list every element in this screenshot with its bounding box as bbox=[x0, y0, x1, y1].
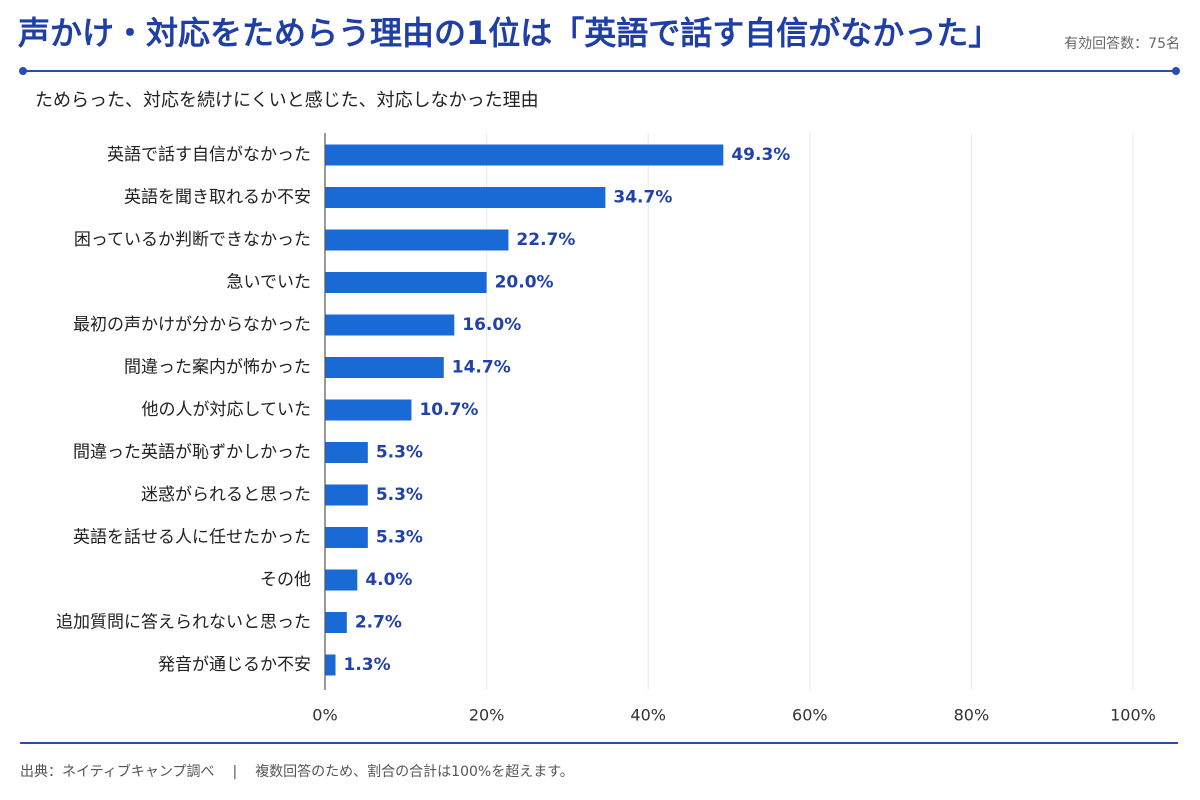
value-label: 49.3% bbox=[731, 145, 790, 165]
bar bbox=[325, 357, 444, 378]
category-label: 困っているか判断できなかった bbox=[74, 230, 311, 250]
category-label: 最初の声かけが分からなかった bbox=[73, 315, 311, 335]
x-tick-label: 0% bbox=[312, 706, 337, 725]
category-label: 発音が通じるか不安 bbox=[158, 655, 311, 675]
category-label: 急いでいた bbox=[227, 273, 312, 293]
category-label: 英語で話す自信がなかった bbox=[107, 145, 311, 165]
divider-dot-left bbox=[19, 67, 27, 75]
footer-separator: | bbox=[232, 764, 238, 780]
value-label: 1.3% bbox=[344, 655, 391, 675]
chart-title: ためらった、対応を続けにくいと感じた、対応しなかった理由 bbox=[35, 90, 539, 111]
x-tick-label: 100% bbox=[1110, 706, 1156, 725]
value-label: 5.3% bbox=[376, 528, 423, 548]
category-label: 他の人が対応していた bbox=[142, 400, 312, 420]
x-tick-label: 20% bbox=[469, 706, 505, 725]
bar bbox=[325, 187, 606, 208]
source-text: 出典：ネイティブキャンプ調べ bbox=[20, 764, 215, 780]
category-label: 間違った案内が怖かった bbox=[124, 358, 311, 378]
divider-dot-right bbox=[1172, 67, 1180, 75]
value-label: 20.0% bbox=[495, 273, 554, 293]
footer: 出典：ネイティブキャンプ調べ | 複数回答のため、割合の合計は100%を超えます。 bbox=[20, 762, 574, 782]
value-label: 5.3% bbox=[376, 485, 423, 505]
bar bbox=[325, 314, 455, 336]
category-label: 間違った英語が恥ずかしかった bbox=[73, 443, 311, 463]
page-title: 声かけ・対応をためらう理由の1位は「英語で話す自信がなかった」 bbox=[18, 14, 1001, 52]
bar bbox=[325, 654, 336, 676]
bar bbox=[325, 527, 368, 548]
category-label: 英語を話せる人に任せたかった bbox=[73, 528, 311, 548]
value-label: 22.7% bbox=[516, 230, 575, 250]
bar-chart: 0% 20% 40% 60% 80% 100% 英語で話す自信がなかった 49.3% 英語を聞き… bbox=[56, 133, 1156, 725]
respondent-count: 有効回答数：75名 bbox=[1064, 36, 1180, 52]
title-divider bbox=[19, 67, 1180, 75]
x-tick-label: 80% bbox=[954, 706, 990, 725]
footer-divider bbox=[20, 742, 1178, 744]
value-label: 2.7% bbox=[355, 613, 402, 633]
x-tick-label: 60% bbox=[792, 706, 828, 725]
bar bbox=[325, 272, 487, 293]
bar bbox=[325, 442, 368, 463]
bar bbox=[325, 484, 368, 506]
category-label: 英語を聞き取れるか不安 bbox=[124, 188, 311, 208]
value-label: 34.7% bbox=[613, 188, 672, 208]
footnote-text: 複数回答のため、割合の合計は100%を超えます。 bbox=[255, 764, 574, 780]
bar bbox=[325, 569, 358, 591]
value-label: 14.7% bbox=[452, 358, 511, 378]
bar bbox=[325, 229, 509, 251]
value-label: 5.3% bbox=[376, 443, 423, 463]
bar bbox=[325, 612, 347, 633]
value-label: 10.7% bbox=[419, 400, 478, 420]
value-label: 16.0% bbox=[462, 315, 521, 335]
category-label: 迷惑がられると思った bbox=[141, 485, 311, 505]
bar bbox=[325, 144, 724, 166]
bar bbox=[325, 399, 412, 421]
category-label: 追加質問に答えられないと思った bbox=[56, 613, 311, 633]
category-label: その他 bbox=[260, 570, 311, 590]
x-tick-label: 40% bbox=[630, 706, 666, 725]
value-label: 4.0% bbox=[365, 570, 412, 590]
